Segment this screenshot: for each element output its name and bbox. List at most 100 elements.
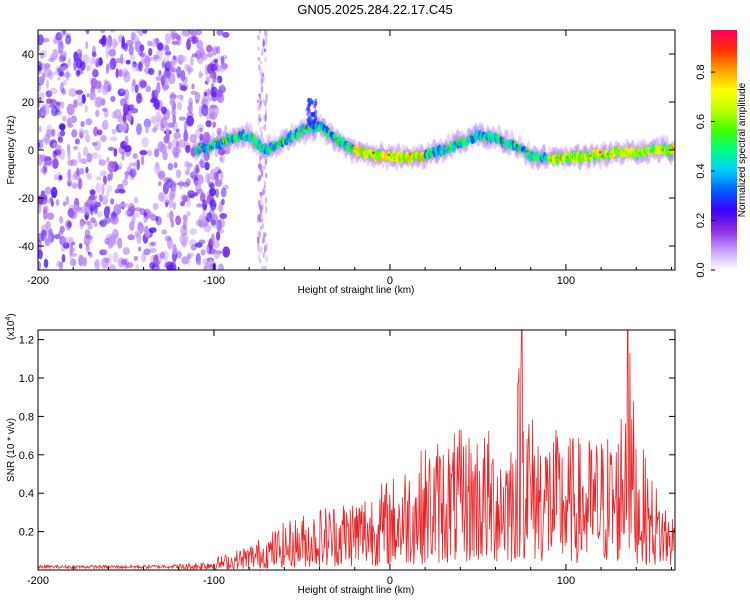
figure-title: GN05.2025.284.22.17.C45 bbox=[297, 2, 452, 17]
noise-blob bbox=[259, 258, 262, 264]
noise-blob bbox=[149, 261, 156, 270]
noise-blob bbox=[182, 214, 188, 222]
noise-blob bbox=[187, 105, 191, 112]
noise-blob bbox=[218, 55, 222, 61]
noise-blob bbox=[258, 30, 261, 34]
noise-blob bbox=[194, 128, 202, 139]
noise-blob bbox=[256, 99, 260, 104]
snr-y-axis-label: SNR (10 * v/v) bbox=[6, 418, 17, 482]
noise-blob bbox=[258, 230, 261, 237]
noise-blob bbox=[67, 221, 72, 228]
noise-blob bbox=[218, 83, 225, 91]
noise-blob bbox=[57, 68, 63, 75]
noise-blob bbox=[58, 261, 63, 270]
noise-blob bbox=[146, 211, 154, 217]
noise-blob bbox=[85, 30, 90, 35]
noise-blob bbox=[129, 168, 137, 178]
noise-blob bbox=[166, 183, 171, 189]
noise-blob bbox=[45, 221, 51, 229]
noise-blob bbox=[260, 77, 264, 85]
noise-blob bbox=[188, 97, 194, 107]
noise-blob bbox=[208, 258, 213, 264]
noise-blob bbox=[172, 254, 176, 266]
noise-blob bbox=[150, 115, 158, 125]
colorbar-tick-label: 0.4 bbox=[695, 163, 707, 178]
noise-blob bbox=[122, 178, 129, 186]
noise-blob bbox=[120, 259, 128, 265]
noise-blob bbox=[95, 182, 101, 194]
noise-blob bbox=[213, 251, 220, 260]
noise-blob bbox=[55, 65, 64, 74]
noise-blob bbox=[202, 258, 209, 266]
noise-blob bbox=[180, 201, 185, 207]
noise-blob bbox=[109, 57, 117, 70]
noise-blob bbox=[172, 202, 176, 210]
noise-blob bbox=[209, 168, 217, 181]
noise-blob bbox=[38, 261, 41, 270]
noise-blob bbox=[152, 127, 158, 133]
noise-blob bbox=[85, 41, 89, 50]
noise-blob bbox=[214, 179, 223, 187]
noise-blob bbox=[216, 30, 224, 36]
ridge-sidelobe-blob bbox=[314, 101, 318, 106]
noise-blob bbox=[202, 131, 211, 144]
y-tick-label: -40 bbox=[18, 241, 34, 253]
noise-blob bbox=[93, 126, 99, 137]
noise-blob bbox=[101, 85, 109, 96]
x-tick-label: 100 bbox=[557, 575, 575, 587]
noise-blob bbox=[67, 168, 72, 181]
noise-blob bbox=[89, 194, 98, 201]
noise-blob bbox=[139, 44, 145, 52]
noise-blob bbox=[153, 267, 161, 270]
noise-blob bbox=[56, 261, 64, 267]
noise-blob bbox=[208, 248, 217, 255]
noise-blob bbox=[210, 219, 219, 229]
noise-blob bbox=[38, 249, 43, 260]
noise-blob bbox=[41, 194, 48, 201]
noise-blob bbox=[184, 63, 190, 72]
noise-blob bbox=[152, 202, 159, 211]
noise-blob bbox=[98, 159, 107, 166]
noise-blob bbox=[222, 31, 230, 38]
noise-blob bbox=[38, 42, 41, 52]
noise-blob bbox=[67, 57, 72, 68]
noise-blob bbox=[38, 70, 44, 75]
noise-blob bbox=[157, 171, 165, 179]
noise-blob bbox=[263, 184, 266, 194]
noise-blob bbox=[264, 158, 268, 166]
noise-blob bbox=[213, 58, 219, 63]
noise-blob bbox=[173, 248, 178, 254]
noise-blob bbox=[103, 206, 110, 218]
noise-blob bbox=[218, 217, 225, 229]
noise-blob bbox=[48, 57, 55, 63]
noise-blob bbox=[121, 58, 126, 64]
noise-blob bbox=[160, 117, 168, 129]
snr-ticks: -200 -100 0 100 0.2 0.4 0.6 0.8 1.0 1.2 bbox=[19, 330, 675, 587]
noise-blob bbox=[91, 152, 99, 160]
noise-blob bbox=[105, 38, 113, 49]
colorbar-ticks: 0.0 0.2 0.4 0.6 0.8 bbox=[695, 64, 715, 278]
noise-blob bbox=[195, 164, 200, 174]
noise-blob bbox=[138, 50, 144, 56]
noise-blob bbox=[109, 169, 113, 181]
noise-blob bbox=[185, 144, 191, 154]
noise-blob bbox=[191, 53, 198, 58]
noise-blob bbox=[263, 164, 266, 170]
noise-blob bbox=[207, 87, 211, 96]
noise-blob bbox=[260, 169, 264, 177]
noise-blob bbox=[154, 163, 161, 175]
noise-blob bbox=[43, 206, 48, 214]
noise-blob bbox=[105, 63, 110, 74]
noise-blob bbox=[59, 225, 65, 233]
noise-blob bbox=[155, 37, 159, 46]
noise-blob bbox=[176, 66, 182, 78]
x-tick-label: -100 bbox=[203, 275, 225, 287]
noise-blob bbox=[182, 181, 190, 188]
noise-blob bbox=[210, 104, 217, 109]
noise-blob bbox=[43, 233, 51, 242]
noise-blob bbox=[178, 139, 186, 148]
noise-blob bbox=[185, 178, 191, 186]
snr-y-scale-exponent: 4 bbox=[5, 317, 12, 321]
noise-blob bbox=[50, 186, 58, 199]
noise-blob bbox=[46, 212, 55, 220]
